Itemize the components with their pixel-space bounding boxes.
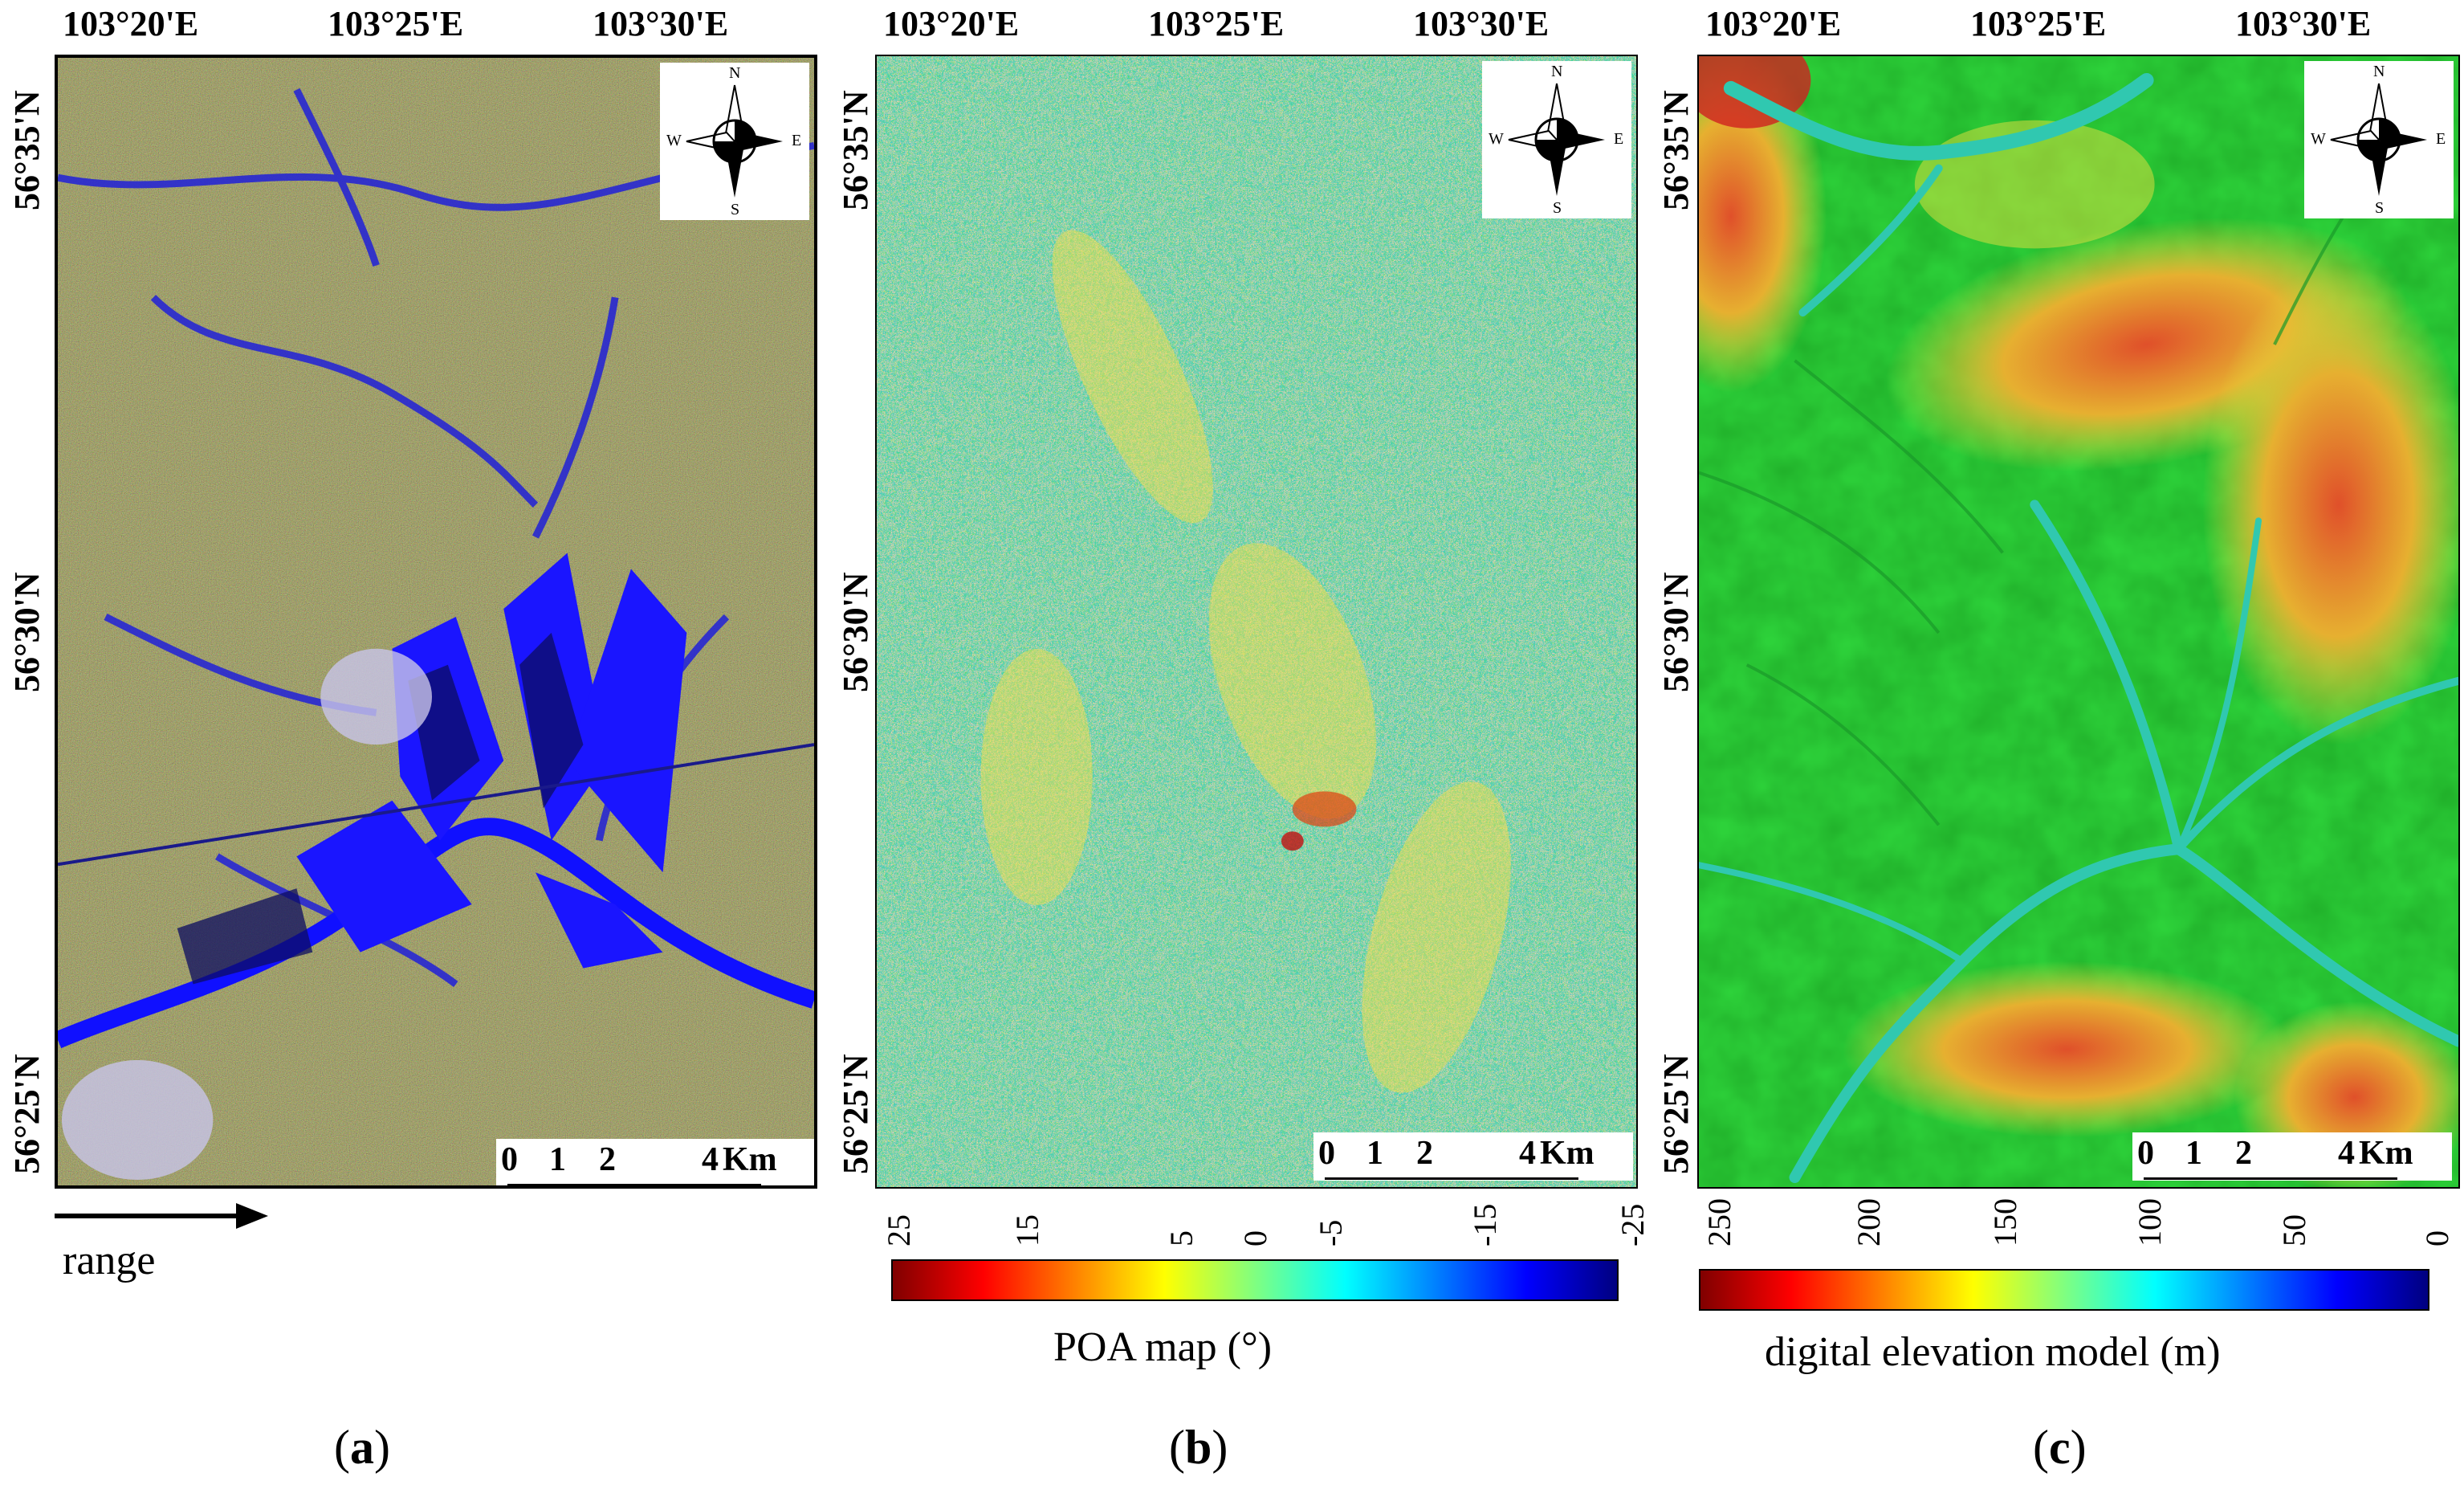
compass-n: N xyxy=(729,64,741,82)
colorbar-b-tick: 15 xyxy=(1009,1214,1045,1246)
panel-caption-b: (b) xyxy=(1169,1421,1228,1474)
compass-s: S xyxy=(2375,199,2385,217)
scale-tick-0: 0 xyxy=(2137,1135,2154,1172)
lon-label-b-2: 103°25'E xyxy=(1148,4,1285,43)
scale-unit: Km xyxy=(2359,1135,2413,1172)
colorbar-b-tick: -25 xyxy=(1615,1203,1651,1246)
lat-label-c-2: 56°30'N xyxy=(1656,572,1696,692)
scale-tick-2: 2 xyxy=(1416,1135,1433,1172)
lat-label-a-3: 56°25'N xyxy=(7,1054,47,1174)
colorbar-c-title: digital elevation model (m) xyxy=(1765,1329,2221,1375)
colorbar-b-tick: -15 xyxy=(1467,1203,1503,1246)
colorbar-b-tick: 0 xyxy=(1237,1230,1273,1246)
compass-b: N S W E xyxy=(1482,61,1631,218)
scale-ruler xyxy=(2144,1171,2397,1180)
colorbar-c-tick: 150 xyxy=(1987,1198,2023,1246)
compass-e: E xyxy=(1614,130,1624,148)
colorbar-b-title: POA map (°) xyxy=(1053,1324,1273,1370)
sar-map-image xyxy=(58,58,814,1185)
range-label: range xyxy=(63,1238,156,1283)
scale-tick-0: 0 xyxy=(501,1141,518,1178)
scale-tick-1: 1 xyxy=(2185,1135,2202,1172)
north-arrow-icon xyxy=(686,84,783,198)
map-frame-a: N S W E 0 1 2 4 Km xyxy=(55,55,817,1189)
scale-tick-1: 1 xyxy=(549,1141,566,1178)
colorbar-c-tick: 200 xyxy=(1851,1198,1887,1246)
scale-bar-c: 0 1 2 4 Km xyxy=(2132,1132,2452,1181)
scale-ruler xyxy=(1325,1171,1578,1180)
compass-s: S xyxy=(731,201,740,218)
panel-caption-c: (c) xyxy=(2033,1421,2087,1474)
compass-e: E xyxy=(792,132,802,149)
scale-tick-0: 0 xyxy=(1318,1135,1335,1172)
compass-w: W xyxy=(666,132,682,149)
north-arrow-icon xyxy=(2330,83,2427,196)
lat-label-b-3: 56°25'N xyxy=(836,1054,875,1174)
scale-tick-4: 4 xyxy=(702,1141,719,1178)
colorbar-c-tick: 250 xyxy=(1701,1198,1737,1246)
lat-label-a-1: 56°35'N xyxy=(7,90,47,210)
scale-tick-2: 2 xyxy=(599,1141,616,1178)
colorbar-b-tick: 5 xyxy=(1163,1230,1199,1246)
scale-tick-4: 4 xyxy=(2338,1135,2355,1172)
compass-n: N xyxy=(2373,63,2385,80)
lat-label-b-1: 56°35'N xyxy=(836,90,875,210)
lon-label-a-3: 103°30'E xyxy=(593,4,729,43)
poa-map-image xyxy=(877,56,1636,1187)
scale-tick-4: 4 xyxy=(1519,1135,1536,1172)
colorbar-b xyxy=(891,1259,1619,1301)
compass-w: W xyxy=(1489,130,1504,148)
lat-label-a-2: 56°30'N xyxy=(7,572,47,692)
lon-label-b-1: 103°20'E xyxy=(883,4,1020,43)
lat-label-c-3: 56°25'N xyxy=(1656,1054,1696,1174)
scale-bar-b: 0 1 2 4 Km xyxy=(1313,1132,1633,1181)
lon-label-c-2: 103°25'E xyxy=(1970,4,2107,43)
lon-label-c-3: 103°30'E xyxy=(2235,4,2372,43)
map-frame-b: N S W E 0 1 2 4 Km xyxy=(875,55,1638,1189)
compass-n: N xyxy=(1551,63,1563,80)
colorbar-b-tick: 25 xyxy=(881,1214,917,1246)
lat-label-c-1: 56°35'N xyxy=(1656,90,1696,210)
compass-c: N S W E xyxy=(2304,61,2454,218)
scale-tick-2: 2 xyxy=(2235,1135,2252,1172)
compass-a: N S W E xyxy=(660,63,809,220)
lon-label-a-1: 103°20'E xyxy=(63,4,199,43)
colorbar-c-tick: 100 xyxy=(2132,1198,2168,1246)
colorbar-c-tick: 0 xyxy=(2419,1230,2455,1246)
range-arrow-icon xyxy=(55,1203,268,1229)
map-frame-c: N S W E 0 1 2 4 Km xyxy=(1697,55,2460,1189)
colorbar-c xyxy=(1699,1269,2429,1311)
scale-tick-1: 1 xyxy=(1366,1135,1383,1172)
north-arrow-icon xyxy=(1508,83,1605,196)
lat-label-b-2: 56°30'N xyxy=(836,572,875,692)
lon-label-a-2: 103°25'E xyxy=(328,4,464,43)
scale-unit: Km xyxy=(1540,1135,1594,1172)
scale-unit: Km xyxy=(723,1141,777,1178)
colorbar-b-tick: -5 xyxy=(1313,1219,1349,1246)
scale-ruler xyxy=(507,1177,761,1185)
compass-e: E xyxy=(2436,130,2446,148)
scale-bar-a: 0 1 2 4 Km xyxy=(496,1139,814,1185)
dem-map-image xyxy=(1699,56,2458,1187)
panel-caption-a: (a) xyxy=(334,1421,390,1474)
lon-label-c-1: 103°20'E xyxy=(1705,4,1842,43)
colorbar-c-tick: 50 xyxy=(2276,1214,2312,1246)
lon-label-b-3: 103°30'E xyxy=(1413,4,1550,43)
compass-w: W xyxy=(2311,130,2326,148)
compass-s: S xyxy=(1553,199,1562,217)
